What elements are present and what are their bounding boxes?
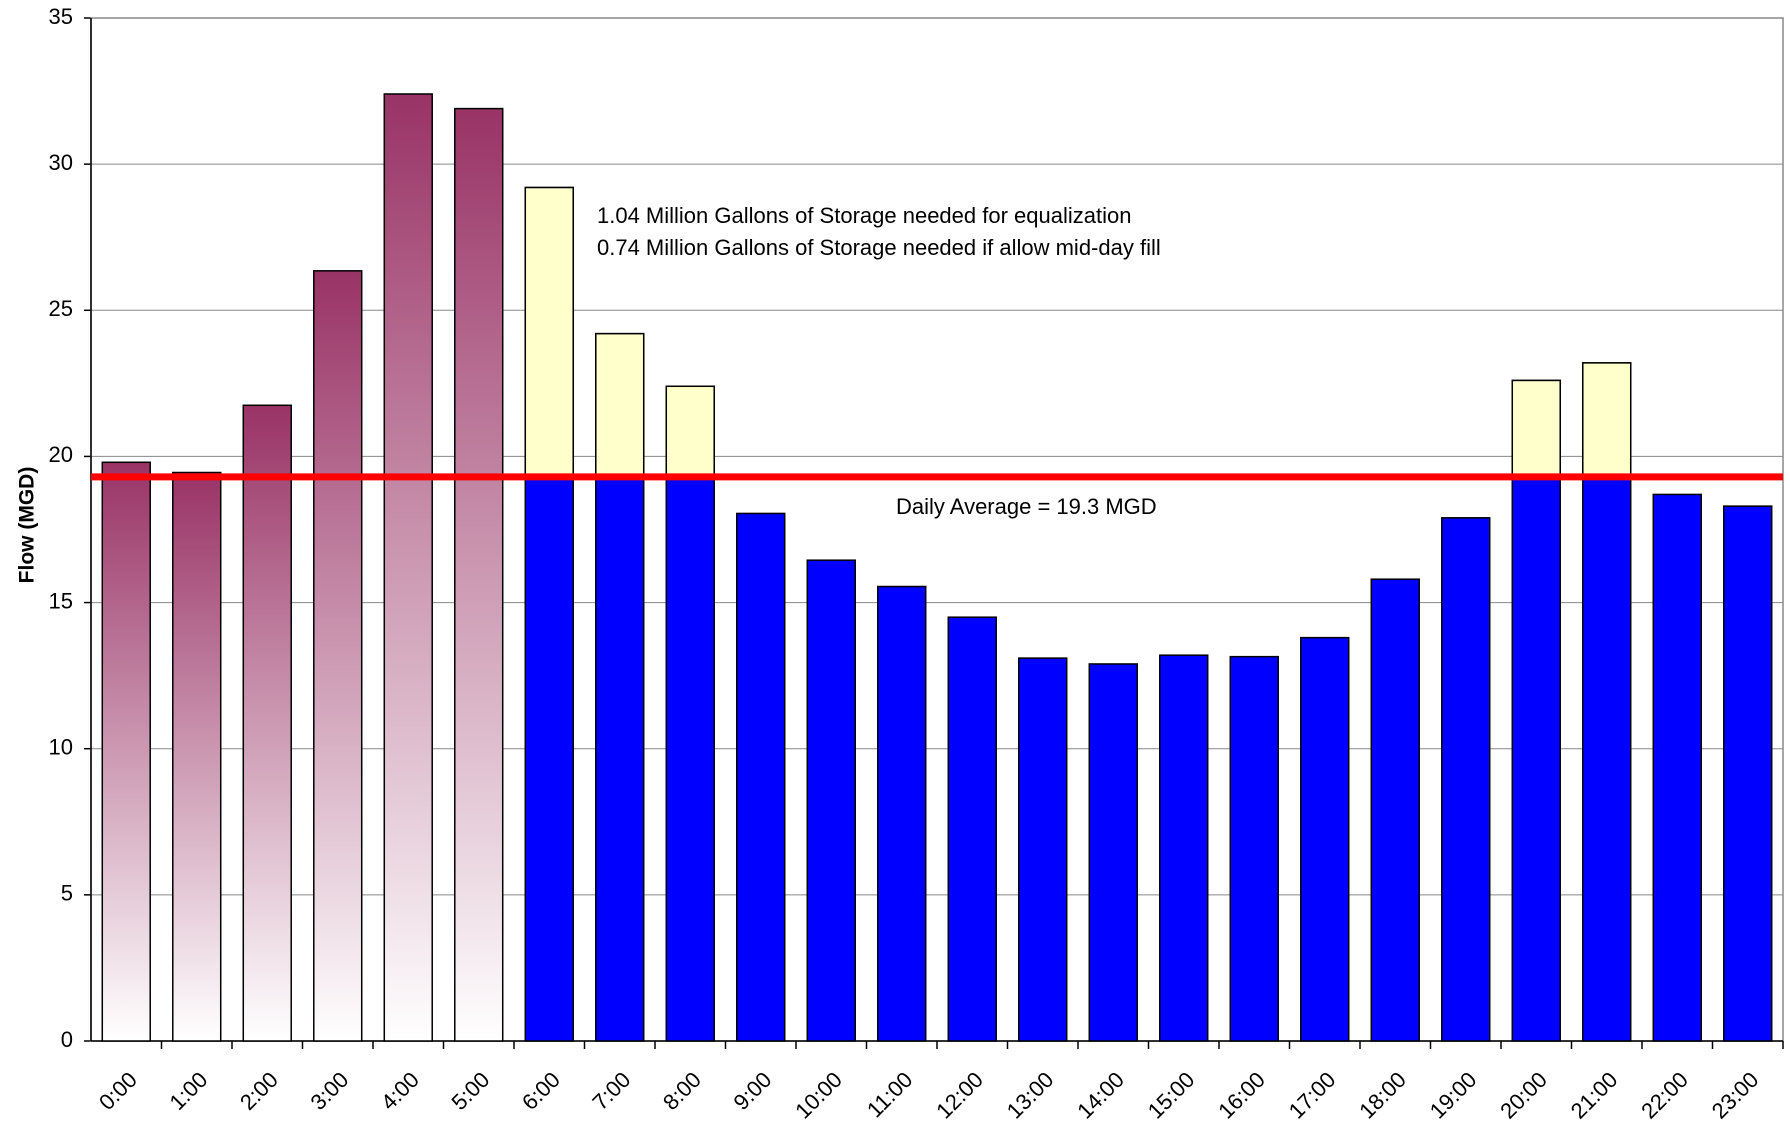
bar bbox=[313, 270, 363, 1042]
x-tick-label: 7:00 bbox=[587, 1067, 635, 1115]
x-tick-label: 17:00 bbox=[1284, 1067, 1341, 1124]
y-axis-label: Flow (MGD) bbox=[16, 467, 39, 584]
y-tick-label: 5 bbox=[61, 881, 73, 906]
x-tick-label: 2:00 bbox=[235, 1067, 283, 1115]
bar bbox=[242, 404, 292, 1042]
x-tick-label: 16:00 bbox=[1213, 1067, 1270, 1124]
bar-above-average bbox=[665, 385, 715, 478]
bar bbox=[1088, 663, 1138, 1042]
annotation: 1.04 Million Gallons of Storage needed f… bbox=[597, 203, 1131, 228]
bar bbox=[1370, 578, 1420, 1042]
x-tick-label: 5:00 bbox=[446, 1067, 494, 1115]
bar bbox=[736, 512, 786, 1042]
x-tick-label: 10:00 bbox=[790, 1067, 847, 1124]
y-tick-label: 15 bbox=[49, 588, 73, 613]
bar bbox=[172, 471, 222, 1042]
x-tick-label: 23:00 bbox=[1707, 1067, 1764, 1124]
x-tick-label: 20:00 bbox=[1495, 1067, 1552, 1124]
average-label: Daily Average = 19.3 MGD bbox=[896, 494, 1157, 519]
x-tick-label: 9:00 bbox=[728, 1067, 776, 1115]
bar bbox=[454, 107, 504, 1042]
y-tick-label: 20 bbox=[49, 442, 73, 467]
x-tick-label: 21:00 bbox=[1566, 1067, 1623, 1124]
x-tick-label: 15:00 bbox=[1143, 1067, 1200, 1124]
x-tick-label: 13:00 bbox=[1002, 1067, 1059, 1124]
bar bbox=[1441, 517, 1491, 1042]
bar bbox=[1511, 379, 1561, 1042]
bar-above-average bbox=[595, 332, 645, 478]
y-tick-label: 10 bbox=[49, 735, 73, 760]
bar-above-average bbox=[1582, 362, 1632, 478]
bar bbox=[1723, 505, 1773, 1042]
annotation: 0.74 Million Gallons of Storage needed i… bbox=[597, 235, 1161, 260]
x-tick-label: 1:00 bbox=[164, 1067, 212, 1115]
bar bbox=[1018, 657, 1068, 1042]
x-tick-label: 11:00 bbox=[862, 1067, 917, 1122]
bar bbox=[665, 385, 715, 1042]
bar bbox=[383, 93, 433, 1042]
bar bbox=[1652, 493, 1702, 1042]
x-tick-label: 22:00 bbox=[1636, 1067, 1693, 1124]
y-tick-label: 0 bbox=[61, 1027, 73, 1052]
bar bbox=[947, 616, 997, 1042]
x-tick-label: 6:00 bbox=[517, 1067, 565, 1115]
y-tick-label: 35 bbox=[49, 4, 73, 29]
x-tick-label: 8:00 bbox=[658, 1067, 706, 1115]
x-tick-label: 0:00 bbox=[94, 1067, 142, 1115]
bar bbox=[1159, 654, 1209, 1042]
bar bbox=[1300, 636, 1350, 1042]
bar bbox=[101, 461, 151, 1042]
y-tick-label: 30 bbox=[49, 150, 73, 175]
bar bbox=[806, 559, 856, 1042]
x-tick-label: 3:00 bbox=[305, 1067, 353, 1115]
bar bbox=[1229, 655, 1279, 1042]
x-tick-label: 12:00 bbox=[931, 1067, 988, 1124]
x-tick-label: 14:00 bbox=[1072, 1067, 1129, 1124]
x-tick-label: 4:00 bbox=[376, 1067, 424, 1115]
bar-above-average bbox=[524, 186, 574, 478]
bar bbox=[877, 585, 927, 1042]
y-tick-label: 25 bbox=[49, 296, 73, 321]
bar-above-average bbox=[1511, 379, 1561, 478]
x-tick-label: 18:00 bbox=[1354, 1067, 1411, 1124]
x-tick-label: 19:00 bbox=[1425, 1067, 1482, 1124]
